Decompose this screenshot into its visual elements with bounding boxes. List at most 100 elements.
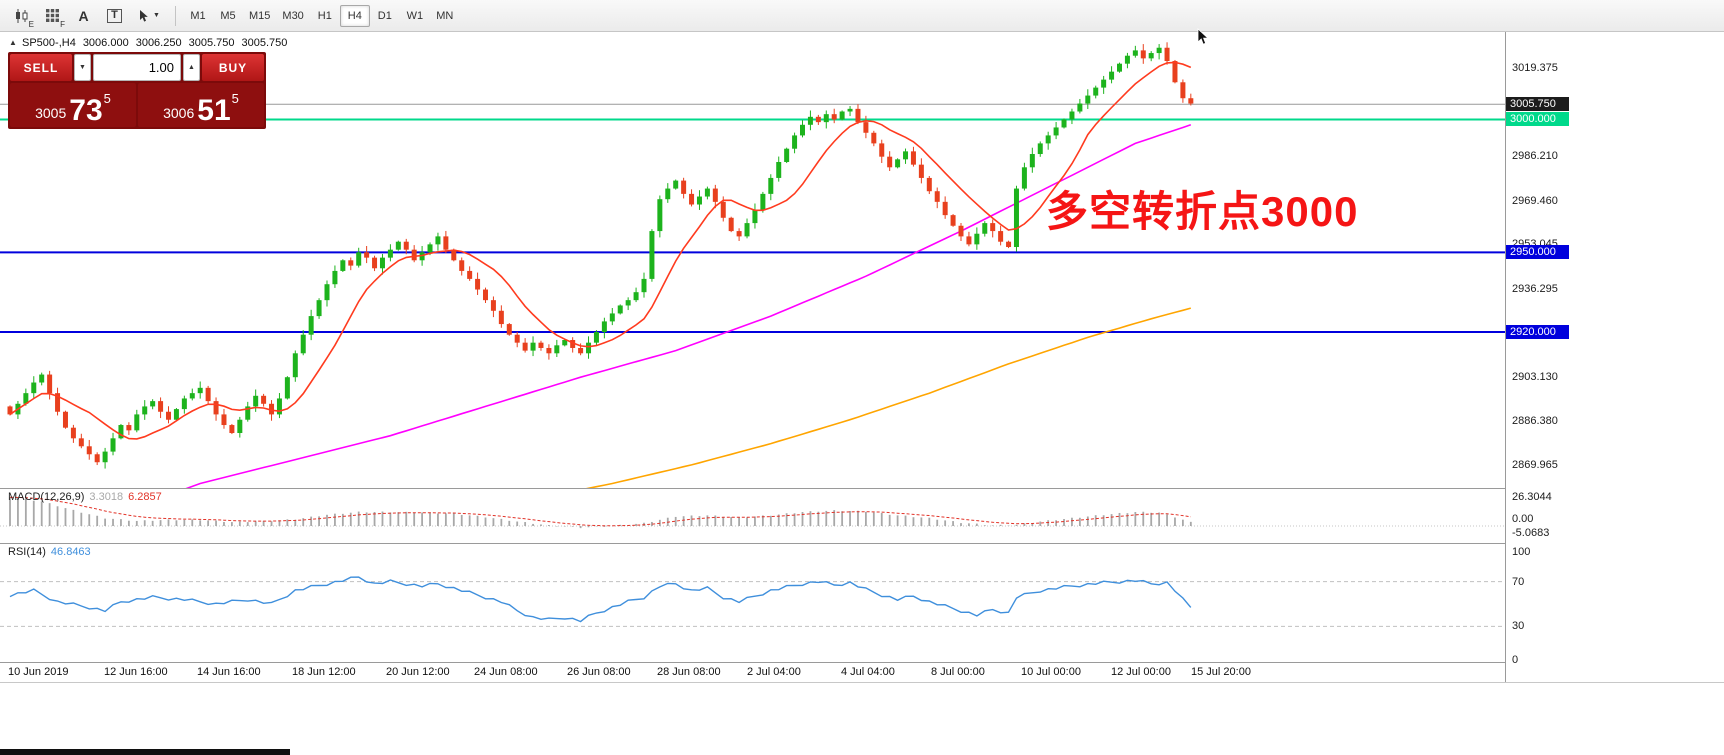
rsi-indicator-label: RSI(14) 46.8463 bbox=[8, 546, 96, 558]
timeframe-m1[interactable]: M1 bbox=[190, 9, 206, 22]
price-axis-label: 2886.380 bbox=[1512, 415, 1558, 428]
timeframe-buttons: M1 M5 M15 M30 H1 H4 D1 W1 MN bbox=[183, 4, 460, 27]
price-axis-label: 2936.295 bbox=[1512, 282, 1558, 295]
bid-price-sup: 5 bbox=[103, 91, 111, 106]
price-axis-label: 2969.460 bbox=[1512, 194, 1558, 207]
ask-price-small: 3006 bbox=[163, 105, 195, 121]
timeframe-h4[interactable]: H4 bbox=[339, 4, 370, 27]
icon-badge-f: F bbox=[60, 19, 65, 29]
icon-badge-e: E bbox=[28, 19, 34, 29]
timeframe-m5[interactable]: M5 bbox=[220, 9, 236, 22]
grid-icon[interactable]: F bbox=[39, 4, 66, 29]
price-axis-label-highlighted: 3005.750 bbox=[1506, 97, 1569, 112]
top-toolbar: E F A T ▼ M1 M5 M15 M30 H1 H4 D1 W1 MN bbox=[0, 0, 1724, 32]
price-axis-label: 3019.375 bbox=[1512, 62, 1558, 74]
symbol-label: SP500-,H4 bbox=[22, 37, 76, 49]
buy-button[interactable]: BUY bbox=[202, 54, 264, 81]
rsi-axis-label: 100 bbox=[1512, 546, 1531, 558]
price-axis-label-highlighted: 2950.000 bbox=[1506, 245, 1569, 260]
bid-price-big: 73 bbox=[69, 93, 103, 127]
macd-signal-line bbox=[9, 496, 1191, 527]
macd-value: 3.3018 bbox=[89, 491, 124, 503]
text-label-glyph: T bbox=[107, 8, 122, 23]
ma-slow-line bbox=[585, 307, 1192, 488]
bottom-edge-artifact bbox=[0, 749, 290, 755]
timeframe-m30[interactable]: M30 bbox=[282, 9, 304, 22]
rsi-line bbox=[9, 576, 1192, 623]
timeframe-mn[interactable]: MN bbox=[436, 9, 454, 22]
time-axis-label: 26 Jun 08:00 bbox=[567, 666, 631, 678]
macd-axis-label: 0.00 bbox=[1512, 513, 1534, 525]
toolbar-separator bbox=[175, 5, 176, 26]
volume-increase-button[interactable]: ▲ bbox=[183, 54, 200, 81]
mouse-cursor bbox=[1197, 28, 1210, 45]
font-tool-glyph: A bbox=[78, 7, 89, 24]
macd-axis-label: 26.3044 bbox=[1512, 491, 1552, 503]
chart-window[interactable]: ▲ SP500-,H4 3006.000 3006.250 3005.750 3005.… bbox=[0, 32, 1724, 683]
ma-fast-line bbox=[9, 61, 1192, 440]
candles-layer bbox=[7, 42, 1194, 469]
macd-canvas[interactable] bbox=[0, 489, 1505, 543]
timeframe-m15[interactable]: M15 bbox=[249, 9, 271, 22]
bid-price-small: 3005 bbox=[35, 105, 67, 121]
timeframe-w1[interactable]: W1 bbox=[406, 9, 424, 22]
crosshair-cursor-icon[interactable]: ▼ bbox=[132, 4, 166, 28]
time-axis-label: 2 Jul 04:00 bbox=[747, 666, 801, 678]
candlestick-chart-icon[interactable]: E bbox=[8, 4, 35, 29]
panel-separator-rsi[interactable] bbox=[0, 543, 1505, 544]
time-axis-label: 4 Jul 04:00 bbox=[841, 666, 895, 678]
price-axis-border bbox=[1505, 32, 1506, 682]
one-click-collapse-button[interactable]: ▲ bbox=[9, 38, 17, 47]
ask-price-display: 3006 51 5 bbox=[138, 83, 264, 127]
rsi-value: 46.8463 bbox=[50, 546, 91, 558]
time-axis-label: 12 Jun 16:00 bbox=[104, 666, 168, 678]
sell-button[interactable]: SELL bbox=[10, 54, 72, 81]
time-axis-label: 10 Jul 00:00 bbox=[1021, 666, 1081, 678]
ask-price-big: 51 bbox=[197, 93, 231, 127]
time-axis-label: 24 Jun 08:00 bbox=[474, 666, 538, 678]
candlestick-glyph bbox=[15, 8, 27, 23]
time-axis-label: 12 Jul 00:00 bbox=[1111, 666, 1171, 678]
font-tool-icon[interactable]: A bbox=[70, 4, 97, 28]
rsi-canvas[interactable] bbox=[0, 544, 1505, 662]
high-value: 3006.250 bbox=[135, 37, 182, 49]
time-axis-label: 14 Jun 16:00 bbox=[197, 666, 261, 678]
panel-separator-macd[interactable] bbox=[0, 488, 1505, 489]
price-axis-label: 2869.965 bbox=[1512, 458, 1558, 471]
time-axis-label: 10 Jun 2019 bbox=[8, 666, 69, 678]
ma-mid-line bbox=[185, 124, 1192, 488]
time-axis-label: 15 Jul 20:00 bbox=[1191, 666, 1251, 678]
price-axis-label: 2986.210 bbox=[1512, 150, 1558, 163]
open-value: 3006.000 bbox=[82, 37, 129, 49]
timeframe-h1[interactable]: H1 bbox=[317, 9, 332, 22]
text-label-tool-icon[interactable]: T bbox=[101, 4, 128, 28]
time-axis-label: 28 Jun 08:00 bbox=[657, 666, 721, 678]
dropdown-caret: ▼ bbox=[153, 12, 160, 19]
cursor-arrow-glyph bbox=[140, 9, 148, 22]
volume-decrease-button[interactable]: ▼ bbox=[74, 54, 91, 81]
price-axis-label-highlighted: 3000.000 bbox=[1506, 112, 1569, 127]
price-axis-label-highlighted: 2920.000 bbox=[1506, 325, 1569, 340]
price-axis-label: 2903.130 bbox=[1512, 370, 1558, 383]
macd-axis-label: -5.0683 bbox=[1512, 527, 1550, 539]
grid-glyph bbox=[46, 9, 59, 22]
bid-price-display: 3005 73 5 bbox=[10, 83, 136, 127]
volume-input[interactable] bbox=[93, 54, 181, 81]
annotation-text: 多空转折点3000 bbox=[1046, 188, 1359, 235]
ask-price-sup: 5 bbox=[231, 91, 239, 106]
macd-name: MACD(12,26,9) bbox=[8, 491, 85, 503]
time-axis-label: 8 Jul 00:00 bbox=[931, 666, 985, 678]
rsi-axis-label: 30 bbox=[1512, 620, 1525, 633]
rsi-name: RSI(14) bbox=[8, 546, 46, 558]
macd-signal-value: 6.2857 bbox=[128, 491, 162, 503]
rsi-axis-label: 0 bbox=[1512, 654, 1519, 666]
close-value: 3005.750 bbox=[241, 37, 288, 49]
chart-bottom-border bbox=[0, 682, 1724, 683]
timeframe-d1[interactable]: D1 bbox=[377, 9, 392, 22]
chart-ohlc-title: SP500-,H4 3006.000 3006.250 3005.750 3005.75… bbox=[22, 37, 294, 49]
macd-histogram bbox=[9, 497, 1192, 529]
rsi-axis-label: 70 bbox=[1512, 575, 1525, 588]
low-value: 3005.750 bbox=[188, 37, 235, 49]
